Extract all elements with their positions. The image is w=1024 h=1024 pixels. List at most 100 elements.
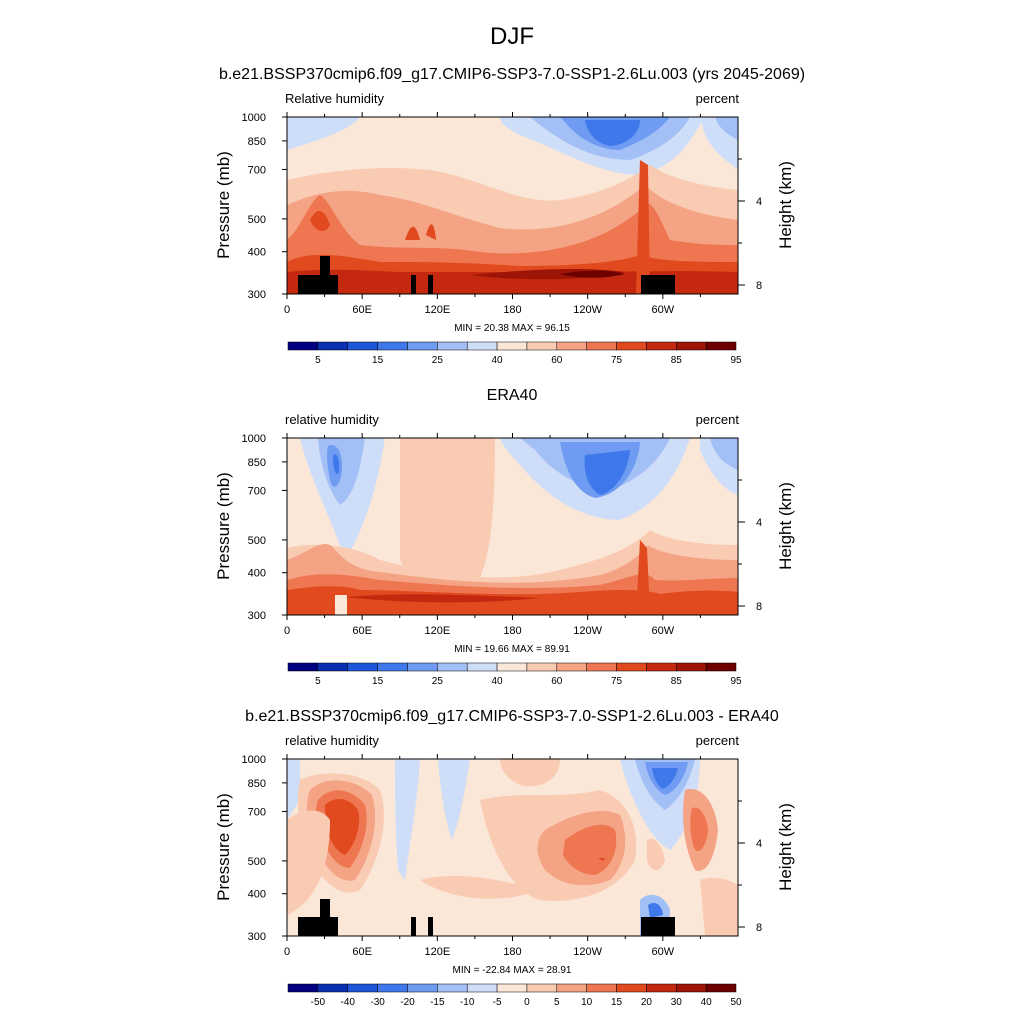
y-tick-label: 850 [248, 136, 266, 148]
y-tick-label: 300 [248, 289, 266, 301]
panel-1-land-mask [298, 275, 338, 294]
panel-1: b.e21.BSSP370cmip6.f09_g17.CMIP6-SSP3-7.… [214, 66, 805, 366]
panel-3-units-label: percent [696, 733, 740, 748]
y-tick-label: 300 [248, 610, 266, 622]
colorbar-label: 40 [492, 355, 504, 366]
colorbar-swatch [287, 662, 319, 672]
colorbar-swatch [437, 983, 468, 993]
colorbar-swatch [705, 662, 737, 672]
x-tick-label: 0 [284, 304, 290, 316]
colorbar-swatch [616, 662, 647, 672]
x-tick-label: 120W [573, 625, 602, 637]
colorbar-swatch [317, 662, 348, 672]
colorbar-label: 15 [611, 997, 623, 1008]
panel-2-units-label: percent [696, 412, 740, 427]
colorbar-swatch [586, 341, 617, 351]
colorbar-swatch [347, 662, 378, 672]
colorbar-swatch [496, 662, 528, 672]
colorbar-swatch [705, 983, 737, 993]
x-tick-label: 60E [352, 625, 372, 637]
colorbar-swatch [317, 341, 348, 351]
colorbar-swatch [676, 341, 707, 351]
colorbar-swatch [437, 662, 468, 672]
colorbar-swatch [317, 983, 348, 993]
colorbar-swatch [466, 341, 498, 351]
panel-3-contour-field [287, 759, 738, 936]
colorbar-label: 85 [671, 676, 683, 687]
colorbar-swatch [676, 662, 707, 672]
colorbar-swatch [526, 662, 558, 672]
x-tick-label: 120E [424, 946, 450, 958]
panel-3-ylabel: Pressure (mb) [214, 793, 233, 901]
colorbar-label: 5 [554, 997, 560, 1008]
colorbar-swatch [556, 662, 587, 672]
colorbar-swatch [377, 662, 408, 672]
panel-1-colorbar: 5 15 25 40 60 75 85 95 [287, 341, 742, 366]
x-tick-label: 120W [573, 946, 602, 958]
colorbar-swatch [496, 983, 528, 993]
y-tick-label: 500 [248, 856, 266, 868]
x-tick-label: 60E [352, 946, 372, 958]
y-tick-label: 700 [248, 485, 266, 497]
panel-2-ylabel: Pressure (mb) [214, 472, 233, 580]
colorbar-swatch [526, 341, 558, 351]
panel-1-title: b.e21.BSSP370cmip6.f09_g17.CMIP6-SSP3-7.… [219, 66, 805, 83]
panel-1-ylabel: Pressure (mb) [214, 151, 233, 259]
colorbar-label: -40 [341, 997, 356, 1008]
y-tick-label: 700 [248, 806, 266, 818]
panel-1-ylabel-right: Height (km) [776, 161, 795, 249]
colorbar-swatch [407, 662, 438, 672]
panel-3-ylabel-right: Height (km) [776, 803, 795, 891]
panel-2: ERA40 relative humidity percent 0 60E 120E [214, 387, 795, 687]
colorbar-label: -5 [493, 997, 502, 1008]
right-tick-label: 4 [756, 838, 762, 850]
colorbar-label: 40 [701, 997, 713, 1008]
colorbar-label: 95 [730, 676, 742, 687]
panel-2-stats: MIN = 19.66 MAX = 89.91 [454, 644, 570, 655]
colorbar-swatch [705, 341, 737, 351]
colorbar-swatch [556, 983, 587, 993]
panel-2-ylabel-right: Height (km) [776, 482, 795, 570]
y-tick-label: 1000 [242, 754, 266, 766]
colorbar-swatch [347, 983, 378, 993]
x-tick-label: 0 [284, 625, 290, 637]
right-tick-label: 8 [756, 922, 762, 934]
colorbar-label: 85 [671, 355, 683, 366]
panel-2-title: ERA40 [487, 387, 538, 404]
colorbar-swatch [556, 341, 587, 351]
x-tick-label: 180 [503, 304, 521, 316]
colorbar-swatch [616, 983, 647, 993]
panel-3-land-mask [298, 917, 338, 936]
colorbar-swatch [616, 341, 647, 351]
colorbar-label: -30 [370, 997, 385, 1008]
right-tick-label: 8 [756, 601, 762, 613]
colorbar-swatch [586, 983, 617, 993]
colorbar-label: 15 [372, 355, 384, 366]
panel-1-units-label: percent [696, 91, 740, 106]
colorbar-label: 40 [492, 676, 504, 687]
colorbar-label: 95 [730, 355, 742, 366]
panel-2-colorbar: 5 15 25 40 60 75 85 95 [287, 662, 742, 687]
colorbar-label: -50 [311, 997, 326, 1008]
panel-1-stats: MIN = 20.38 MAX = 96.15 [454, 323, 570, 334]
x-tick-label: 0 [284, 946, 290, 958]
colorbar-swatch [437, 341, 468, 351]
colorbar-swatch [347, 341, 378, 351]
colorbar-swatch [407, 983, 438, 993]
colorbar-swatch [377, 983, 408, 993]
right-tick-label: 4 [756, 517, 762, 529]
panel-2-contour-field [287, 438, 738, 615]
panel-3-colorbar: -50 -40 -30 -20 -15 -10 -5 0 5 10 15 20 30 40 50 [287, 983, 742, 1008]
y-tick-label: 1000 [242, 112, 266, 124]
panel-1-contour-field [287, 117, 738, 294]
colorbar-label: 60 [551, 676, 563, 687]
x-tick-label: 60W [652, 625, 675, 637]
y-tick-label: 500 [248, 535, 266, 547]
y-tick-label: 500 [248, 214, 266, 226]
x-tick-label: 60W [652, 946, 675, 958]
right-tick-label: 8 [756, 280, 762, 292]
y-tick-label: 700 [248, 164, 266, 176]
colorbar-swatch [496, 341, 528, 351]
colorbar-swatch [676, 983, 707, 993]
colorbar-label: 50 [730, 997, 742, 1008]
